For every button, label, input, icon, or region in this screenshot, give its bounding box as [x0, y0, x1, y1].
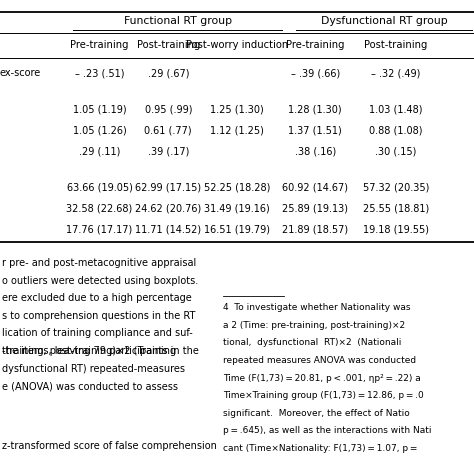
Text: ere excluded due to a high percentage: ere excluded due to a high percentage — [2, 293, 192, 303]
Text: 24.62 (20.76): 24.62 (20.76) — [135, 203, 201, 214]
Text: the items, leaving 79 participants in the: the items, leaving 79 participants in th… — [2, 346, 199, 356]
Text: Time×Training group (F(1,73) = 12.86, p = .0: Time×Training group (F(1,73) = 12.86, p … — [223, 391, 424, 400]
Text: Pre-training: Pre-training — [286, 40, 345, 50]
Text: Functional RT group: Functional RT group — [124, 16, 232, 27]
Text: 0.88 (1.08): 0.88 (1.08) — [369, 125, 422, 136]
Text: .39 (.17): .39 (.17) — [147, 146, 189, 157]
Text: 25.89 (19.13): 25.89 (19.13) — [282, 203, 348, 214]
Text: Time (F(1,73) = 20.81, p < .001, ηp² = .22) a: Time (F(1,73) = 20.81, p < .001, ηp² = .… — [223, 374, 420, 383]
Text: 32.58 (22.68): 32.58 (22.68) — [66, 203, 133, 214]
Text: cant (Time×Nationality: F(1,73) = 1.07, p =: cant (Time×Nationality: F(1,73) = 1.07, … — [223, 444, 417, 453]
Text: 62.99 (17.15): 62.99 (17.15) — [135, 182, 201, 192]
Text: Dysfunctional RT group: Dysfunctional RT group — [320, 16, 447, 27]
Text: 57.32 (20.35): 57.32 (20.35) — [363, 182, 429, 192]
Text: a 2 (Time: pre-training, post-training)×2: a 2 (Time: pre-training, post-training)×… — [223, 321, 405, 330]
Text: 25.55 (18.81): 25.55 (18.81) — [363, 203, 429, 214]
Text: 60.92 (14.67): 60.92 (14.67) — [282, 182, 348, 192]
Text: 1.25 (1.30): 1.25 (1.30) — [210, 104, 264, 114]
Text: 1.03 (1.48): 1.03 (1.48) — [369, 104, 422, 114]
Text: dysfunctional RT) repeated-measures: dysfunctional RT) repeated-measures — [2, 364, 185, 374]
Text: 11.71 (14.52): 11.71 (14.52) — [135, 225, 201, 235]
Text: 4  To investigate whether Nationality was: 4 To investigate whether Nationality was — [223, 303, 410, 312]
Text: 0.61 (.77): 0.61 (.77) — [145, 125, 192, 136]
Text: p = .645), as well as the interactions with Nati: p = .645), as well as the interactions w… — [223, 426, 431, 435]
Text: – .23 (.51): – .23 (.51) — [75, 68, 124, 79]
Text: tional,  dysfunctional  RT)×2  (Nationali: tional, dysfunctional RT)×2 (Nationali — [223, 338, 401, 347]
Text: 16.51 (19.79): 16.51 (19.79) — [204, 225, 270, 235]
Text: lication of training compliance and suf-: lication of training compliance and suf- — [2, 328, 193, 338]
Text: -training, post-training)×2 (Training: -training, post-training)×2 (Training — [2, 346, 176, 356]
Text: .29 (.11): .29 (.11) — [79, 146, 120, 157]
Text: – .39 (.66): – .39 (.66) — [291, 68, 340, 79]
Text: 31.49 (19.16): 31.49 (19.16) — [204, 203, 270, 214]
Text: 17.76 (17.17): 17.76 (17.17) — [66, 225, 133, 235]
Text: 19.18 (19.55): 19.18 (19.55) — [363, 225, 429, 235]
Text: 1.05 (1.19): 1.05 (1.19) — [73, 104, 127, 114]
Text: Post-training: Post-training — [364, 40, 428, 50]
Text: s to comprehension questions in the RT: s to comprehension questions in the RT — [2, 311, 196, 321]
Text: o outliers were detected using boxplots.: o outliers were detected using boxplots. — [2, 276, 199, 286]
Text: Pre-training: Pre-training — [70, 40, 129, 50]
Text: 1.05 (1.26): 1.05 (1.26) — [73, 125, 127, 136]
Text: significant.  Moreover, the effect of Natio: significant. Moreover, the effect of Nat… — [223, 409, 410, 418]
Text: Post-worry induction: Post-worry induction — [186, 40, 288, 50]
Text: repeated measures ANOVA was conducted: repeated measures ANOVA was conducted — [223, 356, 416, 365]
Text: 1.37 (1.51): 1.37 (1.51) — [288, 125, 342, 136]
Text: ex-score: ex-score — [0, 68, 40, 79]
Text: .38 (.16): .38 (.16) — [294, 146, 336, 157]
Text: 21.89 (18.57): 21.89 (18.57) — [282, 225, 348, 235]
Text: 1.12 (1.25): 1.12 (1.25) — [210, 125, 264, 136]
Text: 52.25 (18.28): 52.25 (18.28) — [204, 182, 270, 192]
Text: Post-training: Post-training — [137, 40, 200, 50]
Text: .30 (.15): .30 (.15) — [375, 146, 417, 157]
Text: – .32 (.49): – .32 (.49) — [371, 68, 420, 79]
Text: .29 (.67): .29 (.67) — [147, 68, 189, 79]
Text: r pre- and post-metacognitive appraisal: r pre- and post-metacognitive appraisal — [2, 258, 197, 268]
Text: z-transformed score of false comprehension: z-transformed score of false comprehensi… — [2, 441, 217, 451]
Text: e (ANOVA) was conducted to assess: e (ANOVA) was conducted to assess — [2, 381, 178, 391]
Text: 63.66 (19.05): 63.66 (19.05) — [67, 182, 132, 192]
Text: 1.28 (1.30): 1.28 (1.30) — [288, 104, 342, 114]
Text: 0.95 (.99): 0.95 (.99) — [145, 104, 192, 114]
